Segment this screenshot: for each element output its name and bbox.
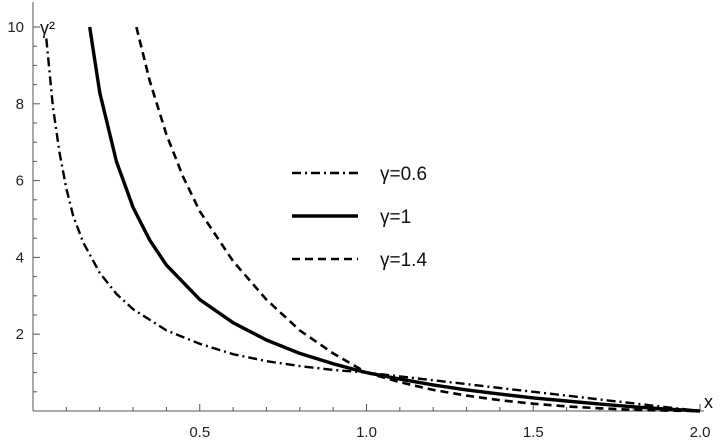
series-line xyxy=(135,26,701,413)
y-tick-label: 8 xyxy=(16,96,24,113)
axes xyxy=(32,2,704,412)
y-tick-label: 4 xyxy=(16,249,24,266)
y-tick-label: 2 xyxy=(16,326,24,343)
ticks xyxy=(33,26,701,411)
series-line xyxy=(45,38,701,413)
legend-label: γ=1.4 xyxy=(380,250,427,271)
x-axis-label: x xyxy=(704,392,713,412)
x-tick-label: 1.5 xyxy=(523,424,544,441)
tick-labels: 0.5 1.0 1.5 2.0 2 4 6 8 10 xyxy=(7,19,710,441)
x-tick-label: 1.0 xyxy=(356,424,377,441)
x-tick-label: 2.0 xyxy=(690,424,711,441)
legend-label: γ=1 xyxy=(380,207,411,228)
series-line xyxy=(88,26,701,413)
y-axis-label: γ² xyxy=(40,18,55,38)
x-tick-label: 0.5 xyxy=(189,424,210,441)
legend: γ=0.6 γ=1 γ=1.4 xyxy=(292,164,427,271)
y-tick-label: 6 xyxy=(16,173,24,190)
y-tick-label: 10 xyxy=(7,19,24,36)
series xyxy=(45,26,701,413)
legend-label: γ=0.6 xyxy=(380,164,427,185)
